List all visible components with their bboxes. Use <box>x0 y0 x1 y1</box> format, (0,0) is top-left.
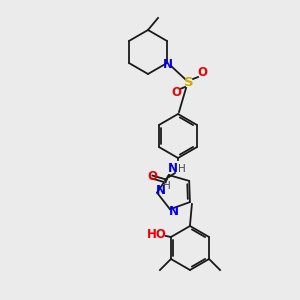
Text: N: N <box>169 205 179 218</box>
Text: N: N <box>156 184 166 197</box>
Text: O: O <box>197 67 207 80</box>
Text: HO: HO <box>147 229 167 242</box>
Text: H: H <box>178 164 186 174</box>
Text: N: N <box>163 58 173 70</box>
Text: S: S <box>184 76 194 89</box>
Text: N: N <box>168 163 178 176</box>
Text: O: O <box>171 86 181 100</box>
Text: H: H <box>163 181 171 190</box>
Text: O: O <box>147 170 157 184</box>
